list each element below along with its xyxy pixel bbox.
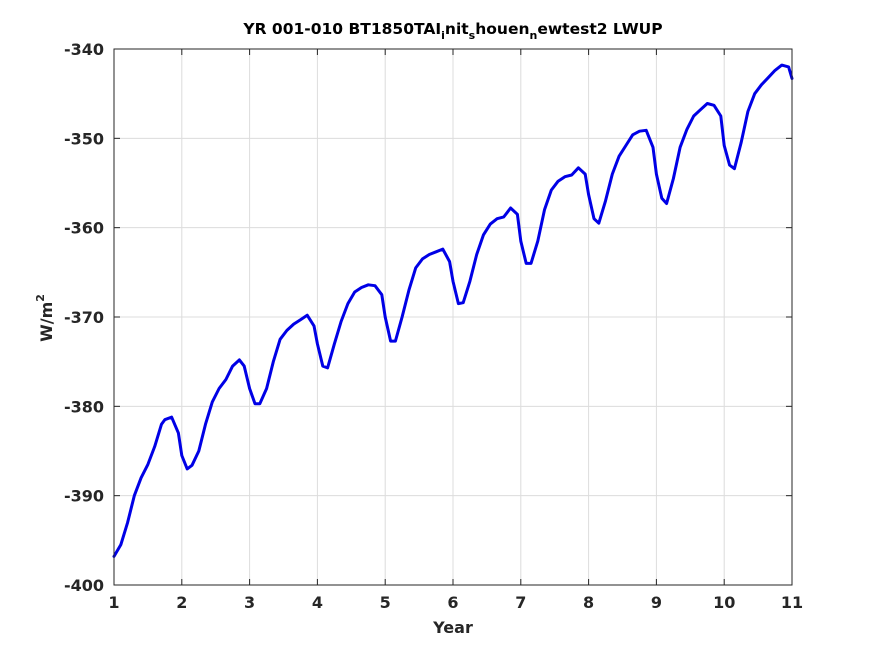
x-tick-label: 4 bbox=[312, 593, 323, 612]
title-part-6: ewtest2 LWUP bbox=[537, 20, 662, 38]
chart-title: YR 001-010 BT1850TAIinitshouennewtest2 L… bbox=[242, 20, 662, 42]
x-tick-label: 10 bbox=[713, 593, 735, 612]
title-sub-1: i bbox=[441, 29, 445, 42]
y-tick-label: -360 bbox=[64, 219, 104, 238]
x-tick-label: 5 bbox=[380, 593, 391, 612]
y-tick-labels: -400 -390 -380 -370 -360 -350 -340 bbox=[64, 40, 104, 595]
x-tick-label: 8 bbox=[583, 593, 594, 612]
x-tick-label: 1 bbox=[108, 593, 119, 612]
tick-marks bbox=[113, 48, 793, 586]
x-tick-label: 3 bbox=[244, 593, 255, 612]
title-sub-5: n bbox=[530, 29, 538, 42]
x-tick-label: 7 bbox=[515, 593, 526, 612]
x-tick-label: 6 bbox=[447, 593, 458, 612]
x-tick-label: 11 bbox=[781, 593, 803, 612]
title-main: YR 001-010 BT1850TAI bbox=[242, 20, 441, 38]
y-axis-label-base: W/m bbox=[37, 302, 56, 342]
title-sub-3: s bbox=[469, 29, 476, 42]
y-axis-label-exponent: 2 bbox=[34, 294, 47, 302]
title-part-4: houen bbox=[475, 20, 529, 38]
y-tick-label: -350 bbox=[64, 129, 104, 148]
series-group bbox=[112, 63, 794, 558]
y-tick-label: -390 bbox=[64, 487, 104, 506]
title-part-2: nit bbox=[445, 20, 469, 38]
y-axis-label: W/m2 bbox=[34, 294, 56, 342]
x-tick-label: 2 bbox=[176, 593, 187, 612]
x-tick-labels: 1 2 3 4 5 6 7 8 9 10 11 bbox=[108, 593, 803, 612]
series-line-0 bbox=[112, 63, 794, 558]
y-tick-label: -380 bbox=[64, 397, 104, 416]
x-tick-label: 9 bbox=[651, 593, 662, 612]
x-axis-label: Year bbox=[432, 618, 473, 637]
y-tick-label: -340 bbox=[64, 40, 104, 59]
y-tick-label: -400 bbox=[64, 576, 104, 595]
y-tick-label: -370 bbox=[64, 308, 104, 327]
